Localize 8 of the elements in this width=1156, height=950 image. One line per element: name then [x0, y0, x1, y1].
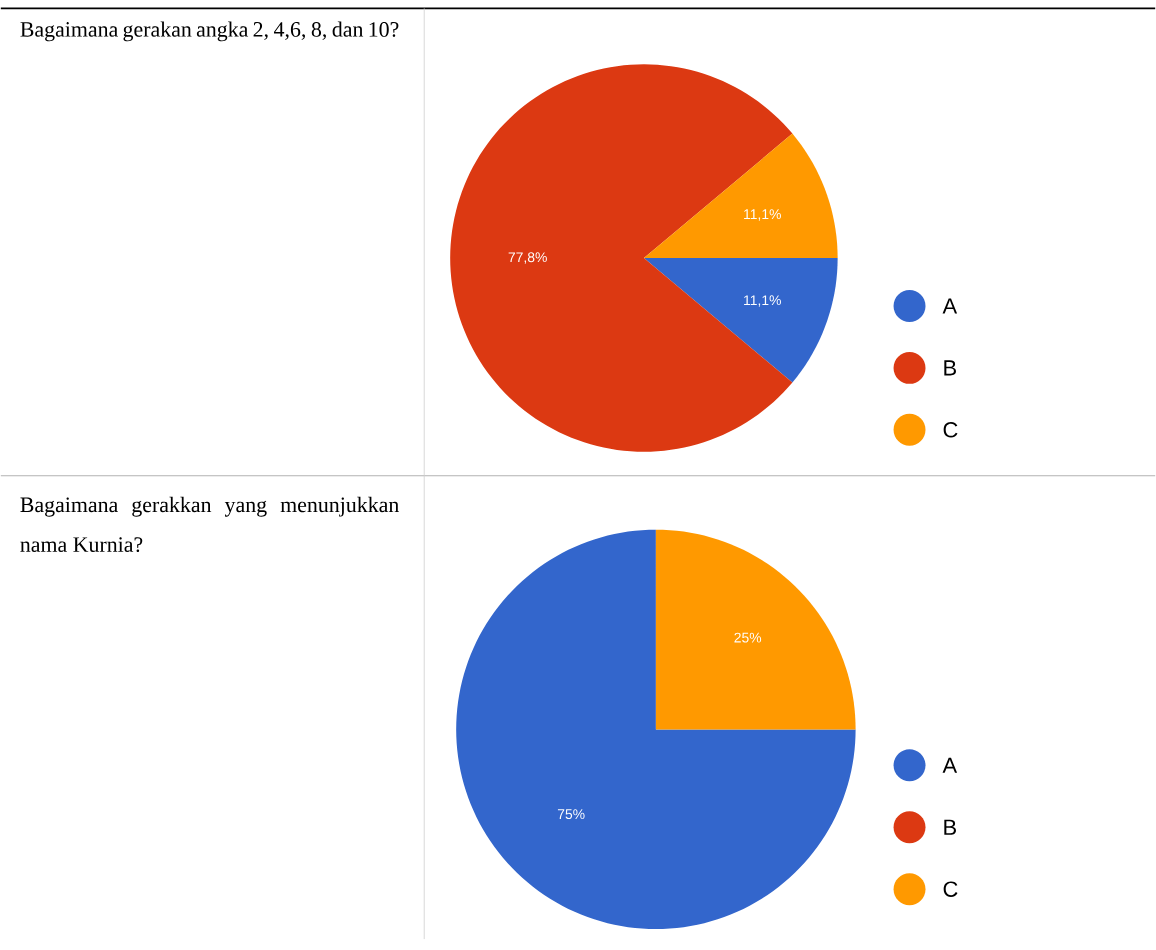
- legend-label: B: [944, 360, 956, 376]
- text: Bagaimana gerakan angka 2, 4,6, 8, dan 10?: [20, 21, 399, 42]
- legend-label: C: [943, 422, 958, 438]
- legend-label: A: [942, 298, 958, 314]
- text: Bagaimana gerakkan yang menunjukkan nama Kurnia?: [20, 497, 399, 553]
- legend-label: A: [942, 758, 958, 774]
- legend-label: C: [943, 881, 958, 898]
- legend-label: B: [944, 819, 956, 836]
